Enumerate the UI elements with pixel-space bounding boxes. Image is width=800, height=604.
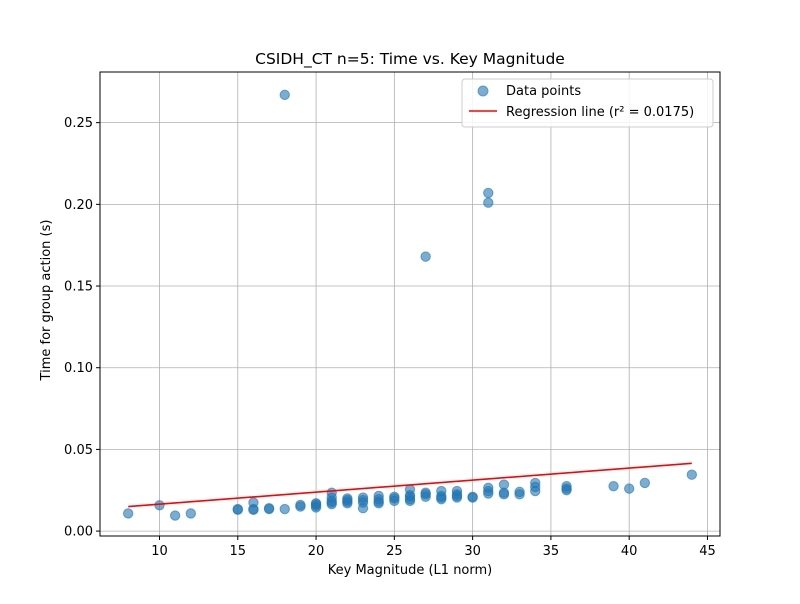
data-point: [357, 492, 369, 503]
axis-ticks: 10 15 20 25 30 35 40 45 0.00 0.05 0.10 0.15 0.20 0.25: [64, 116, 716, 559]
data-point: [263, 503, 275, 514]
y-axis-label: Time for group action (s): [39, 220, 54, 382]
data-point: [608, 480, 619, 492]
x-tick-label: 20: [308, 544, 325, 559]
data-point: [373, 490, 384, 502]
data-point: [467, 491, 478, 502]
x-axis-label: Key Magnitude (L1 norm): [328, 563, 492, 578]
data-point: [248, 497, 259, 508]
data-point: [326, 487, 337, 498]
data-point: [154, 500, 165, 511]
data-point: [389, 491, 400, 502]
y-tick-label: 0.15: [64, 280, 93, 295]
data-point: [295, 499, 306, 511]
regression-line: [128, 462, 692, 508]
x-tick-label: 15: [230, 544, 247, 559]
x-tick-label: 45: [699, 544, 716, 559]
x-tick-label: 30: [464, 544, 481, 559]
data-point: [530, 477, 541, 489]
chart-title: CSIDH_CT n=5: Time vs. Key Magnitude: [255, 50, 565, 69]
data-point: [514, 486, 525, 498]
data-point: [483, 482, 494, 494]
plot-frame: [99, 71, 721, 537]
data-point: [561, 480, 572, 492]
data-point: [185, 508, 197, 519]
legend-marker-data-points: [477, 85, 489, 97]
data-point: [498, 479, 510, 490]
legend-label-data-points: Data points: [506, 84, 581, 99]
legend: Data points Regression line (r² = 0.0175…: [461, 78, 714, 128]
data-point: [686, 469, 698, 480]
data-point: [232, 503, 243, 515]
data-point: [279, 503, 290, 515]
legend-frame: [461, 78, 714, 128]
data-point: [420, 487, 431, 498]
data-point: [279, 89, 290, 101]
data-point: [623, 483, 635, 494]
y-tick-label: 0.10: [64, 361, 93, 376]
data-point: [169, 510, 181, 521]
y-tick-label: 0.25: [64, 116, 93, 131]
legend-label-regression-line: Regression line (r² = 0.0175): [506, 105, 694, 120]
data-point: [483, 187, 494, 199]
x-tick-label: 40: [621, 544, 638, 559]
data-point: [342, 493, 353, 504]
y-tick-label: 0.20: [64, 198, 93, 213]
data-point: [639, 477, 651, 489]
data-point: [310, 498, 322, 509]
x-tick-label: 10: [151, 544, 168, 559]
data-point: [122, 508, 134, 519]
data-point: [404, 484, 416, 495]
y-tick-label: 0.05: [64, 443, 93, 458]
y-tick-label: 0.00: [64, 525, 93, 540]
data-point: [420, 251, 431, 262]
plot-series: [122, 89, 698, 521]
data-point: [451, 485, 463, 497]
x-tick-label: 25: [386, 544, 403, 559]
grid-lines: [100, 72, 720, 536]
data-point: [483, 197, 494, 208]
data-point: [436, 485, 447, 497]
x-tick-label: 35: [543, 544, 560, 559]
